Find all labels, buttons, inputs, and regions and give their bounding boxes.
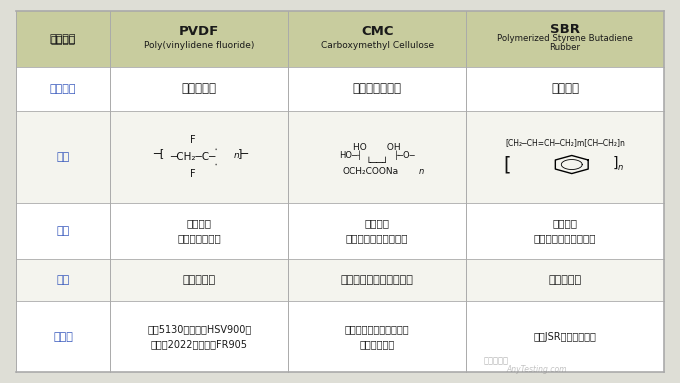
- Bar: [16, 259, 664, 301]
- Text: 丁苯橡胶: 丁苯橡胶: [551, 82, 579, 95]
- Text: 新能源时代: 新能源时代: [483, 356, 508, 365]
- Text: n: n: [233, 151, 239, 159]
- Text: CMC: CMC: [361, 25, 394, 38]
- Text: 作用: 作用: [56, 275, 70, 285]
- Bar: [16, 301, 664, 372]
- Text: 中文名称: 中文名称: [50, 84, 76, 94]
- Text: 英文简称: 英文简称: [50, 34, 76, 44]
- Text: 英文简称: 英文简称: [51, 34, 75, 44]
- Text: Polymerized Styrene Butadiene: Polymerized Styrene Butadiene: [497, 34, 633, 43]
- Text: Carboxymethyl Cellulose: Carboxymethyl Cellulose: [321, 41, 434, 51]
- Text: └──┘: └──┘: [365, 158, 389, 168]
- Text: 日本JSR、瑞翁、双日: 日本JSR、瑞翁、双日: [534, 332, 596, 342]
- Text: 组成: 组成: [56, 226, 70, 236]
- Text: 羧甲基纤维素钠: 羧甲基纤维素钠: [353, 82, 402, 95]
- Text: F: F: [190, 135, 195, 145]
- Text: ]: ]: [613, 155, 619, 170]
- Bar: [16, 67, 664, 111]
- Text: Rubber: Rubber: [549, 43, 581, 52]
- Text: 结构: 结构: [56, 152, 70, 162]
- Text: [: [: [504, 155, 511, 174]
- Text: 白色粉末
偏氟乙烯均聚物: 白色粉末 偏氟乙烯均聚物: [177, 218, 221, 243]
- Text: 负极粘结剂: 负极粘结剂: [548, 275, 581, 285]
- Text: 聚偏氟乙烯: 聚偏氟乙烯: [182, 82, 217, 95]
- Text: HO       OH: HO OH: [354, 143, 401, 152]
- Text: 白色粉末
羧甲基取代基的纤维素: 白色粉末 羧甲基取代基的纤维素: [346, 218, 409, 243]
- Text: Poly(vinylidene fluoride): Poly(vinylidene fluoride): [144, 41, 254, 51]
- Text: 亚什兰、斯比凯可、陶氏
化学、大赛璐: 亚什兰、斯比凯可、陶氏 化学、大赛璐: [345, 324, 409, 349]
- Text: HO─┤: HO─┤: [339, 150, 362, 160]
- Bar: [16, 11, 664, 67]
- Text: 增稠剂、放沉降、稳定剂: 增稠剂、放沉降、稳定剂: [341, 275, 413, 285]
- Text: ─CH₂─C─: ─CH₂─C─: [170, 152, 215, 162]
- Text: 苏威5130、阿克玛HSV900、
孚诺林2022、三爱富FR905: 苏威5130、阿克玛HSV900、 孚诺林2022、三爱富FR905: [147, 324, 252, 349]
- Bar: [16, 203, 664, 259]
- Text: SBR: SBR: [550, 23, 580, 36]
- Text: n: n: [419, 167, 424, 176]
- Text: F: F: [190, 169, 195, 178]
- Text: 正极粘结剂: 正极粘结剂: [183, 275, 216, 285]
- Text: AnyTesting.com: AnyTesting.com: [506, 365, 566, 374]
- Text: ]─: ]─: [237, 148, 249, 158]
- Text: 供应商: 供应商: [53, 332, 73, 342]
- Text: 白色乳液
丁二烯和苯乙烯共聚物: 白色乳液 丁二烯和苯乙烯共聚物: [534, 218, 596, 243]
- Text: PVDF: PVDF: [179, 25, 220, 38]
- Text: n: n: [618, 163, 623, 172]
- Bar: [16, 111, 664, 203]
- Text: ─[: ─[: [153, 148, 164, 158]
- Text: ├─O─: ├─O─: [394, 150, 415, 160]
- Text: OCH₂COONa: OCH₂COONa: [343, 167, 398, 176]
- Text: [CH₂─CH=CH─CH₂]m[CH─CH₂]n: [CH₂─CH=CH─CH₂]m[CH─CH₂]n: [505, 138, 625, 147]
